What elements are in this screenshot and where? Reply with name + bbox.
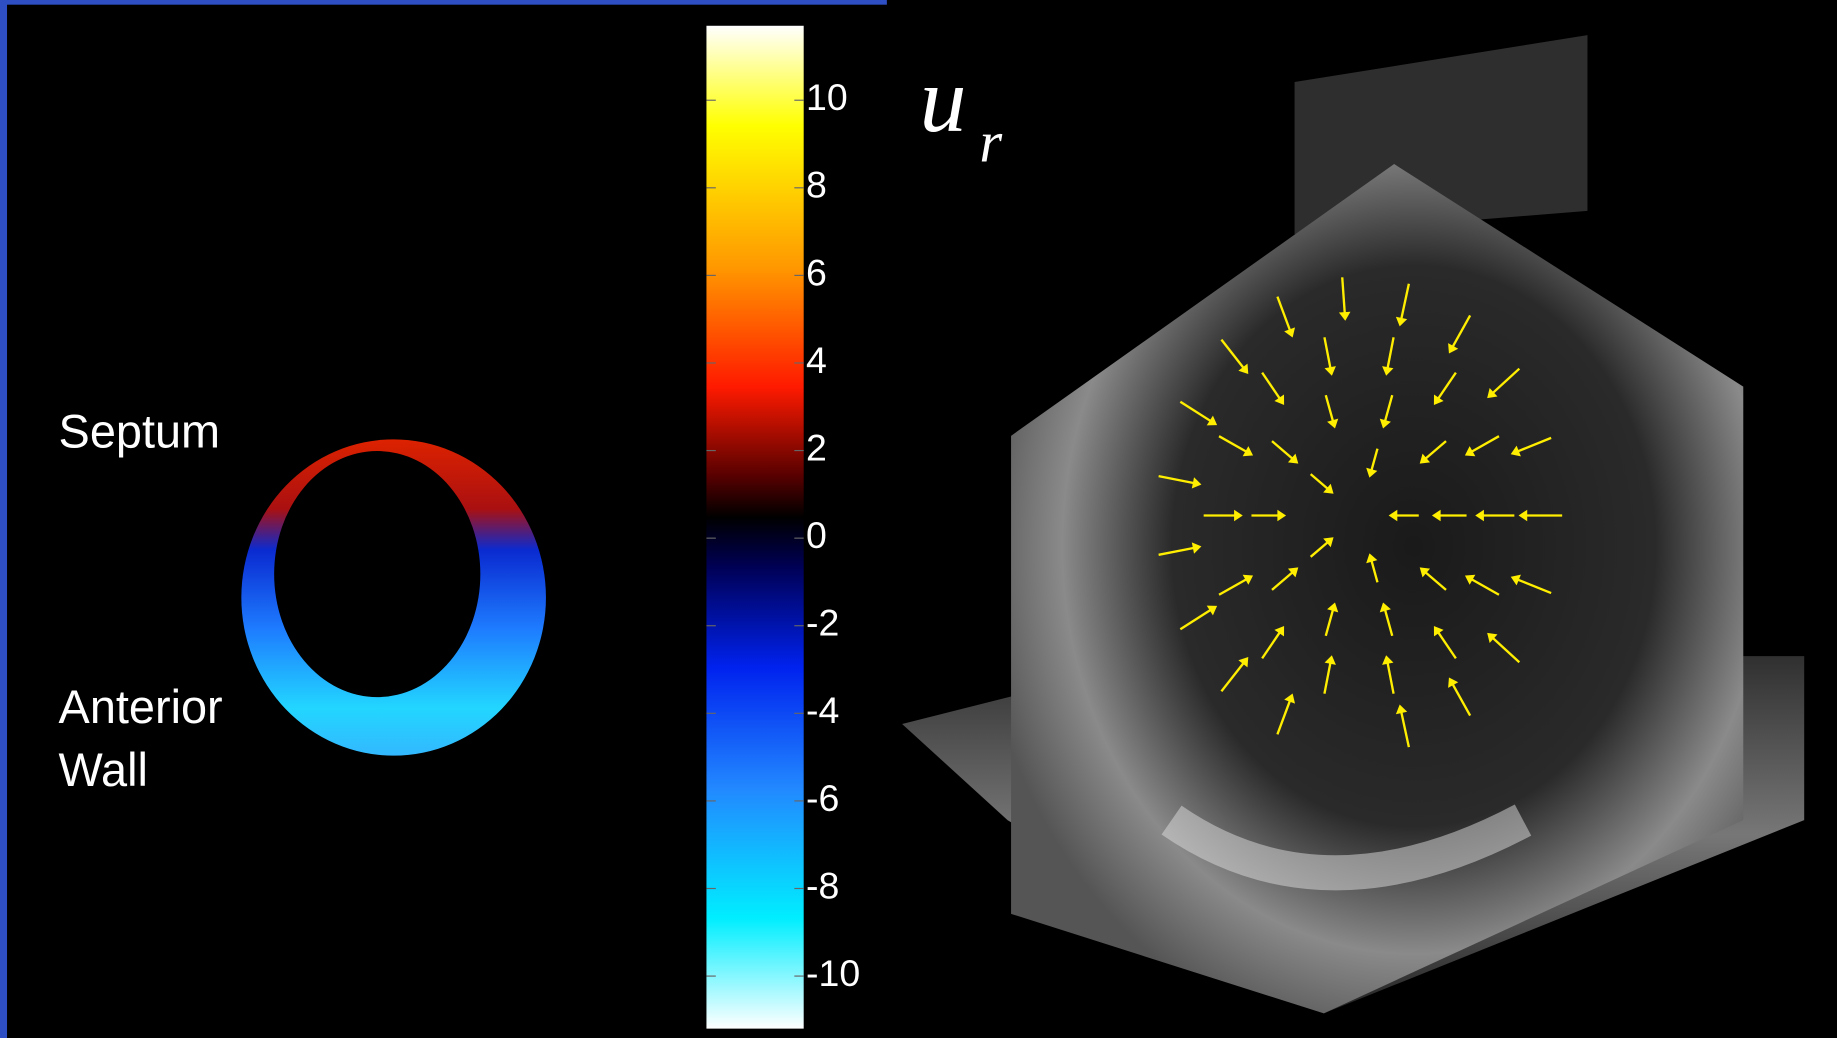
tick-label: -8: [806, 864, 839, 906]
tick-label: 4: [806, 339, 827, 381]
septum-label: Septum: [59, 406, 220, 458]
tick-label: 6: [806, 251, 827, 293]
tick-label: 0: [806, 514, 827, 556]
tick-label: 10: [806, 76, 848, 118]
frame-top: [0, 0, 887, 5]
figure: Septum Anterior Wall 1086420-2-4-6-8-10 …: [0, 0, 1837, 1038]
quantity-subscript: r: [979, 110, 1002, 175]
anterior-label: Wall: [59, 744, 148, 796]
tick-label: -2: [806, 602, 839, 644]
colorbar: [706, 26, 803, 1029]
frame-left: [0, 0, 7, 1038]
anterior-label: Anterior: [59, 681, 223, 733]
tick-label: 8: [806, 164, 827, 206]
tick-label: 2: [806, 426, 827, 468]
quantity-symbol: u: [920, 48, 967, 152]
tick-label: -4: [806, 689, 839, 731]
tick-label: -6: [806, 777, 839, 819]
tick-label: -10: [806, 952, 860, 994]
